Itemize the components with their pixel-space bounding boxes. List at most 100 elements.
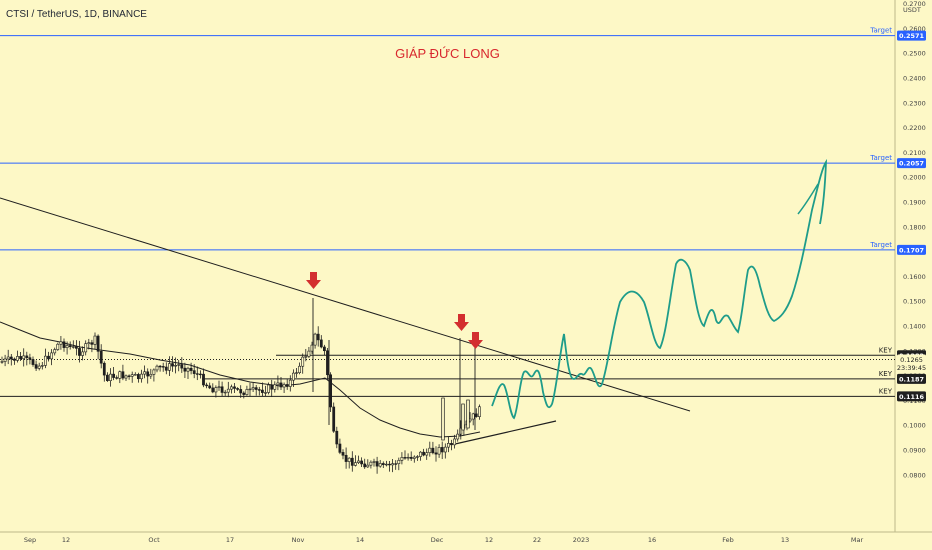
rising-support-line[interactable] xyxy=(454,420,557,445)
time-tick-labels: Sep 12 Oct 17 Nov 14 Dec 12 22 2023 16 Feb 13 Mar xyxy=(24,536,864,544)
candle-body xyxy=(319,339,323,348)
horizontal-levels: Target 0.2571 Target 0.2057 Target 0.1707 KEY 0… xyxy=(0,27,926,402)
watermark-text: GIÁP ĐỨC LONG xyxy=(395,46,500,61)
candle-body xyxy=(40,365,44,367)
arrow-down-icon xyxy=(306,272,321,289)
candle-body xyxy=(412,456,416,459)
candle-body xyxy=(140,373,143,380)
candle-body xyxy=(441,397,445,441)
candle-body xyxy=(81,351,85,356)
candle-body xyxy=(99,351,103,364)
level-label: KEY xyxy=(879,370,893,378)
candle-body xyxy=(93,335,97,345)
price-tick-label: 0.2400 xyxy=(903,75,926,83)
candle-body xyxy=(152,369,156,375)
candle-body xyxy=(267,384,271,393)
candle-body xyxy=(236,388,240,390)
price-tick-label: 0.2500 xyxy=(903,50,926,58)
candle-body xyxy=(415,456,419,458)
candle-body xyxy=(322,346,326,352)
candle-body xyxy=(37,365,41,369)
price-tick-label: 0.0800 xyxy=(903,471,926,479)
candle-body xyxy=(242,392,246,395)
price-tag-value: 0.1707 xyxy=(899,246,924,254)
candle-body xyxy=(366,464,370,468)
candle-body xyxy=(189,367,193,371)
candle-body xyxy=(65,345,69,348)
price-tick-label: 0.1500 xyxy=(903,298,926,306)
candle-body xyxy=(251,387,255,390)
candle-body xyxy=(133,374,137,376)
time-tick-label: Feb xyxy=(722,536,734,544)
descending-trendline[interactable] xyxy=(0,197,691,412)
candle-body xyxy=(428,447,432,453)
candle-body xyxy=(84,343,88,353)
candle-body xyxy=(279,382,283,388)
candle-body xyxy=(307,350,311,357)
candle-body xyxy=(171,363,174,367)
price-tick-label: 0.1000 xyxy=(903,422,926,430)
time-tick-label: 12 xyxy=(485,536,493,544)
candle-body xyxy=(397,460,401,464)
candle-body xyxy=(87,342,91,344)
candle-body xyxy=(282,384,286,388)
candle-body xyxy=(130,374,134,377)
price-tag xyxy=(897,158,926,169)
candle-body xyxy=(143,371,147,375)
candle-body xyxy=(301,356,305,367)
time-tick-label: Sep xyxy=(24,536,36,544)
candle-body xyxy=(394,463,398,465)
arrow-down-icon xyxy=(454,314,469,331)
candle-body xyxy=(25,355,29,358)
candle-body xyxy=(326,350,329,376)
price-tick-label: 0.2700 xyxy=(903,0,926,8)
candle-body xyxy=(248,388,252,391)
price-axis-panel[interactable] xyxy=(895,0,932,532)
candlestick-series xyxy=(0,298,481,474)
candle-body xyxy=(220,386,224,393)
candle-body xyxy=(118,371,122,379)
candle-body xyxy=(121,371,125,379)
price-tag xyxy=(897,244,926,255)
candle-body xyxy=(443,446,447,453)
candle-body xyxy=(180,364,184,369)
price-tick-label: 0.2100 xyxy=(903,149,926,157)
candle-body xyxy=(403,457,407,459)
candle-body xyxy=(388,463,391,466)
candle-body xyxy=(378,463,382,467)
candle-body xyxy=(446,443,450,448)
candle-body xyxy=(22,355,26,360)
candle-body xyxy=(115,377,119,379)
candle-body xyxy=(422,451,426,456)
candle-body xyxy=(13,358,16,361)
candle-body xyxy=(186,367,190,372)
candle-body xyxy=(260,389,264,393)
time-tick-label: 17 xyxy=(226,536,234,544)
candle-body xyxy=(195,373,199,375)
candle-body xyxy=(146,371,150,377)
candle-body xyxy=(288,379,292,387)
time-tick-label: 13 xyxy=(781,536,789,544)
candle-body xyxy=(381,463,385,465)
candle-body xyxy=(174,365,178,367)
candle-body xyxy=(106,374,109,381)
candle-body xyxy=(461,403,465,431)
price-tick-label: 0.1400 xyxy=(903,323,926,331)
level-label: KEY xyxy=(879,387,893,395)
candle-body xyxy=(453,438,457,446)
candle-body xyxy=(245,389,249,395)
time-tick-label: 2023 xyxy=(573,536,590,544)
candle-body xyxy=(214,387,218,393)
candle-body xyxy=(75,346,78,349)
candle-body xyxy=(450,443,453,446)
price-tag-value: 0.1187 xyxy=(899,375,924,383)
candle-body xyxy=(400,457,404,461)
candle-body xyxy=(233,386,236,389)
projection-path[interactable] xyxy=(491,158,828,420)
time-tick-label: 16 xyxy=(648,536,656,544)
candle-body xyxy=(62,341,66,348)
price-tick-label: 0.2300 xyxy=(903,99,926,107)
candle-body xyxy=(304,356,308,358)
